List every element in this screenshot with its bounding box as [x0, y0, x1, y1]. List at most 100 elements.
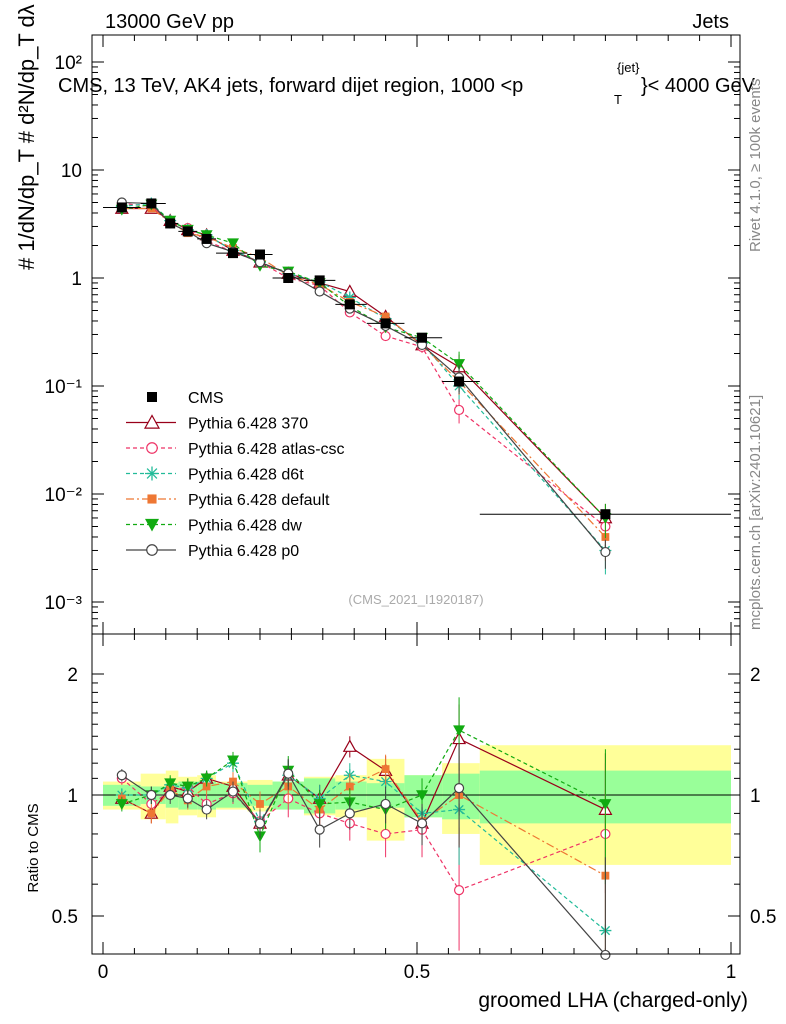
x-tick-label: 0	[98, 962, 109, 983]
y-tick-label-top: 10	[61, 161, 82, 182]
legend: CMS Pythia 6.428 370 Pythia 6.428 atlas-cs…	[126, 390, 345, 560]
svg-text:# 1/dN/dp_T # d²N/dp_T dλ: # 1/dN/dp_T # d²N/dp_T dλ	[14, 4, 39, 270]
legend-item-cms: CMS	[147, 390, 224, 407]
marker	[201, 233, 212, 244]
ratio-y-tick-label-right: 0.5	[750, 907, 776, 928]
mcplots-label: mcplots.cern.ch [arXiv:2401.10621]	[747, 395, 764, 630]
marker	[600, 949, 611, 961]
marker	[182, 793, 193, 804]
marker	[256, 800, 264, 808]
rivet-label: Rivet 4.1.0, ≥ 100k events	[747, 79, 764, 252]
marker	[343, 291, 356, 304]
marker	[380, 798, 391, 810]
marker	[600, 546, 611, 558]
marker	[145, 466, 159, 481]
ratio-y-tick-label-right: 1	[750, 786, 761, 807]
energy-label: 13000 GeV pp	[105, 11, 234, 33]
marker	[453, 359, 466, 370]
marker	[283, 768, 294, 779]
legend-label: Pythia 6.428 370	[188, 416, 308, 433]
marker	[182, 226, 193, 237]
marker	[227, 786, 239, 797]
marker	[313, 799, 326, 810]
axis-ticks	[92, 35, 740, 954]
ratio-panel-frame	[91, 633, 741, 955]
marker	[145, 518, 159, 532]
legend-item-d6t: Pythia 6.428 d6t	[126, 466, 304, 484]
marker	[116, 770, 127, 781]
analysis-watermark: (CMS_2021_I1920187)	[348, 592, 483, 607]
y-axis-label-ratio: Ratio to CMS	[25, 803, 42, 892]
marker	[416, 818, 428, 829]
legend-label: CMS	[188, 390, 224, 407]
series-dw	[115, 199, 612, 539]
marker	[254, 818, 266, 829]
marker	[143, 414, 161, 429]
marker	[146, 198, 157, 209]
marker	[164, 778, 177, 790]
marker	[599, 799, 612, 810]
top-panel-series	[103, 197, 731, 575]
ratio-y-tick-label: 1	[67, 786, 78, 807]
legend-label: Pythia 6.428 d6t	[188, 467, 304, 484]
marker	[115, 799, 128, 810]
marker	[344, 299, 355, 310]
marker	[453, 725, 466, 737]
marker	[417, 332, 428, 343]
x-axis-label: groomed LHA (charged-only)	[478, 989, 748, 1012]
series-p0	[116, 197, 611, 569]
y-axis-label-top: # 1/dN/dp_T # d²N/dp_T dλ	[14, 4, 39, 270]
legend-item-atlas: Pythia 6.428 atlas-csc	[126, 441, 345, 458]
marker	[200, 773, 213, 785]
chart-title-tail: }< 4000 GeV	[641, 75, 756, 97]
marker	[146, 544, 158, 556]
marker	[283, 273, 294, 283]
marker	[345, 782, 354, 791]
marker	[116, 202, 127, 213]
legend-label: Pythia 6.428 atlas-csc	[188, 441, 345, 458]
marker	[227, 248, 238, 259]
y-tick-label-top: 10²	[55, 53, 82, 74]
marker	[314, 275, 325, 286]
ratio-panel-series	[114, 697, 613, 961]
marker	[165, 218, 176, 229]
marker	[453, 783, 465, 794]
y-tick-label-top: 10⁻³	[45, 593, 83, 614]
y-tick-label-top: 10⁻²	[45, 485, 83, 506]
legend-item-default: Pythia 6.428 default	[126, 492, 330, 509]
legend-label: Pythia 6.428 dw	[188, 518, 302, 535]
marker	[380, 318, 391, 329]
ratio-uncertainty-bands	[92, 745, 740, 865]
marker	[600, 509, 611, 520]
legend-label: Pythia 6.428 p0	[188, 543, 299, 560]
marker	[454, 376, 465, 387]
marker	[181, 781, 194, 793]
marker	[201, 804, 212, 815]
marker	[226, 755, 239, 767]
process-label: Jets	[692, 11, 729, 33]
tick-labels: 0 0.5 1 10⁻³ 10⁻² 10⁻¹ 1 10 10² 0.5 0.5 1 1 2 2	[45, 53, 777, 983]
chart-title-superscript: {jet}	[617, 60, 640, 75]
marker	[147, 494, 157, 504]
y-tick-label-top: 1	[71, 269, 82, 290]
series-cms	[103, 198, 731, 520]
marker	[416, 790, 429, 801]
marker	[381, 312, 390, 321]
ratio-y-tick-label: 0.5	[52, 907, 78, 928]
marker	[453, 884, 465, 896]
marker	[146, 442, 158, 454]
series-line-default	[121, 207, 606, 538]
legend-item-p0: Pythia 6.428 p0	[126, 543, 299, 560]
marker	[255, 249, 265, 260]
x-tick-label: 0.5	[404, 962, 430, 983]
ratio-y-tick-label-right: 2	[750, 665, 761, 686]
ratio-series-p0	[116, 743, 611, 961]
legend-item-dw: Pythia 6.428 dw	[126, 518, 302, 535]
marker	[342, 739, 357, 752]
marker	[147, 809, 156, 818]
marker	[380, 828, 391, 840]
marker	[344, 808, 355, 819]
x-tick-label: 1	[726, 962, 737, 983]
marker	[453, 404, 465, 416]
